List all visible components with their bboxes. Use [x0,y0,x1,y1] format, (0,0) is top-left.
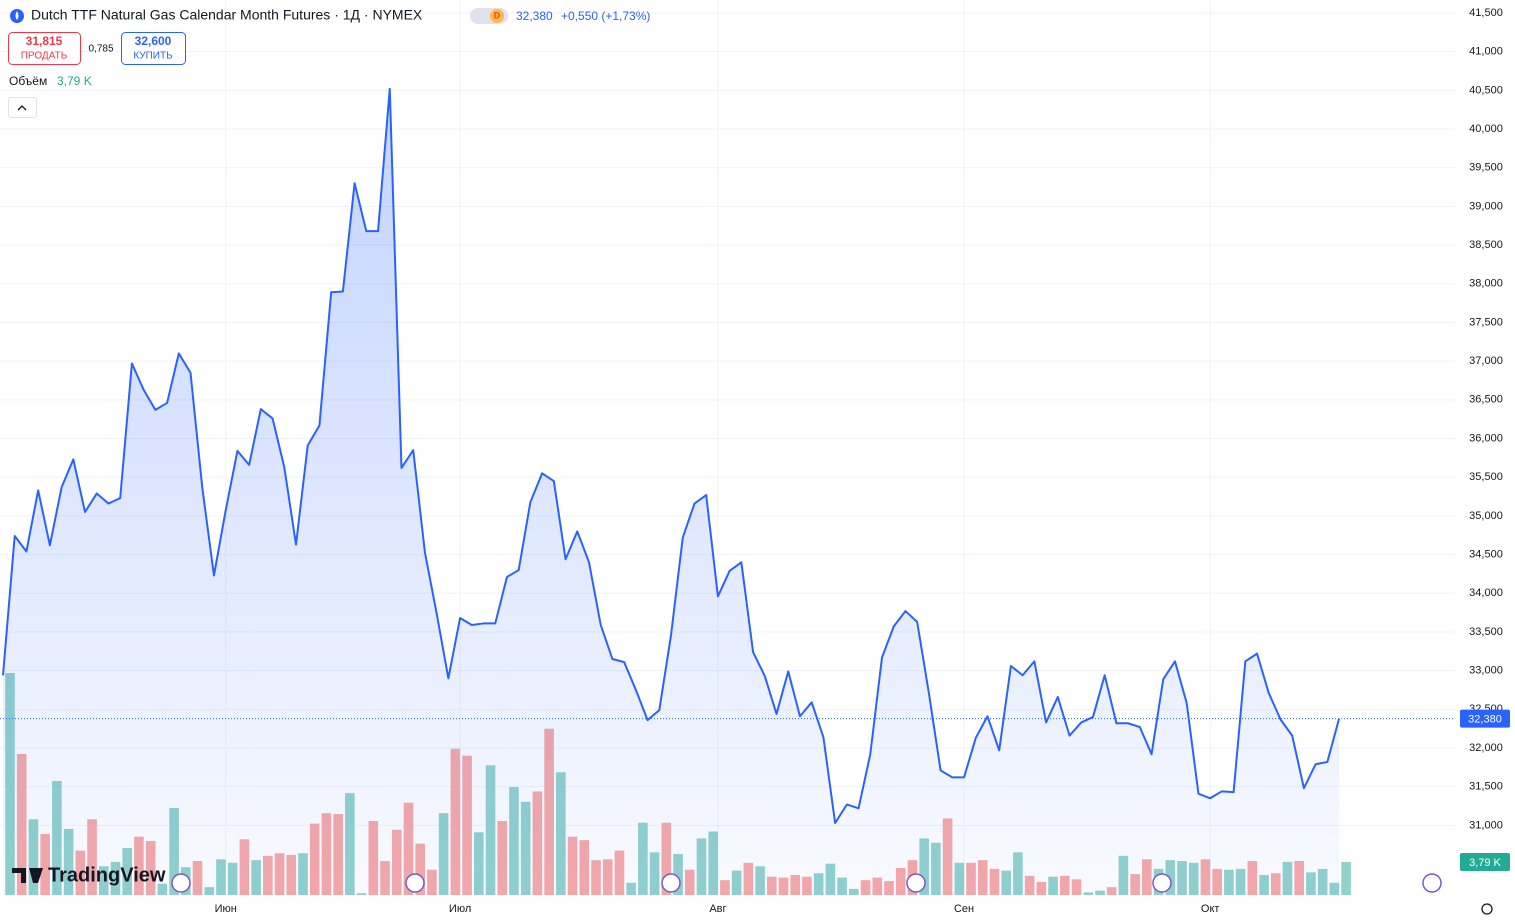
y-tick-label: 32,000 [1469,742,1503,754]
event-icon[interactable] [405,873,425,893]
symbol-icon-drop [15,11,19,20]
price-area [3,88,1340,896]
last-price-label: 32,380 [1468,714,1502,726]
y-tick-label: 33,500 [1469,626,1503,638]
settings-icon[interactable] [1481,903,1493,915]
volume-badge [1460,853,1510,872]
buy-label: КУПИТЬ [133,51,173,62]
logo-mark [12,868,43,883]
collapse-button[interactable] [8,97,37,118]
spread: 0,785 [88,44,113,55]
y-tick-label: 37,000 [1469,355,1503,367]
event-icon[interactable] [171,873,191,893]
y-tick-label: 36,000 [1469,432,1503,444]
y-tick-label: 31,000 [1469,819,1503,831]
volume-bar [1341,862,1351,895]
event-icon[interactable] [661,873,681,893]
sell-button[interactable] [8,32,81,65]
y-tick-label: 37,500 [1469,316,1503,328]
event-icon[interactable] [1422,873,1442,893]
x-tick-label: Июл [449,903,471,915]
y-tick-label: 39,000 [1469,200,1503,212]
y-tick-label: 40,500 [1469,84,1503,96]
y-tick-label: 41,500 [1469,7,1503,19]
buy-button[interactable] [121,32,186,65]
y-tick-label: 40,000 [1469,123,1503,135]
event-icon[interactable] [906,873,926,893]
event-icon[interactable] [1152,873,1172,893]
price-plot [0,87,1455,896]
y-tick-label: 33,000 [1469,665,1503,677]
last-price: 32,380 [516,9,553,23]
price-change: +0,550 (+1,73%) [561,9,650,23]
buy-price: 32,600 [135,34,172,48]
x-tick-label: Сен [954,903,974,915]
y-tick-label: 39,500 [1469,162,1503,174]
volume-legend-value: 3,79 K [57,74,92,88]
y-tick-label: 35,000 [1469,510,1503,522]
x-tick-label: Окт [1201,903,1220,915]
y-tick-label: 41,000 [1469,46,1503,58]
y-tick-label: 38,000 [1469,278,1503,290]
sell-price: 31,815 [26,34,63,48]
y-tick-label: 38,500 [1469,239,1503,251]
x-tick-label: Июн [215,903,237,915]
price-axis: 31,00031,50032,00032,50033,00033,50034,0… [215,7,1510,915]
volume-badge-label: 3,79 K [1469,857,1501,869]
interval-badge [490,9,504,23]
sell-label: ПРОДАТЬ [21,51,68,62]
collapse-icon [17,105,27,111]
volume-legend: Объём [9,74,47,88]
y-tick-label: 31,500 [1469,781,1503,793]
y-tick-label: 34,500 [1469,548,1503,560]
symbol-title[interactable]: Dutch TTF Natural Gas Calendar Month Fut… [31,7,423,23]
y-tick-label: 34,000 [1469,587,1503,599]
x-tick-label: Авг [709,903,726,915]
logo-text: TradingView [48,864,166,886]
price-line [2,87,1341,825]
last-price-badge [1460,709,1510,728]
y-tick-label: 35,500 [1469,471,1503,483]
y-tick-label: 36,500 [1469,394,1503,406]
event-icons [171,873,1442,893]
interval-badge-text: D [494,10,501,20]
